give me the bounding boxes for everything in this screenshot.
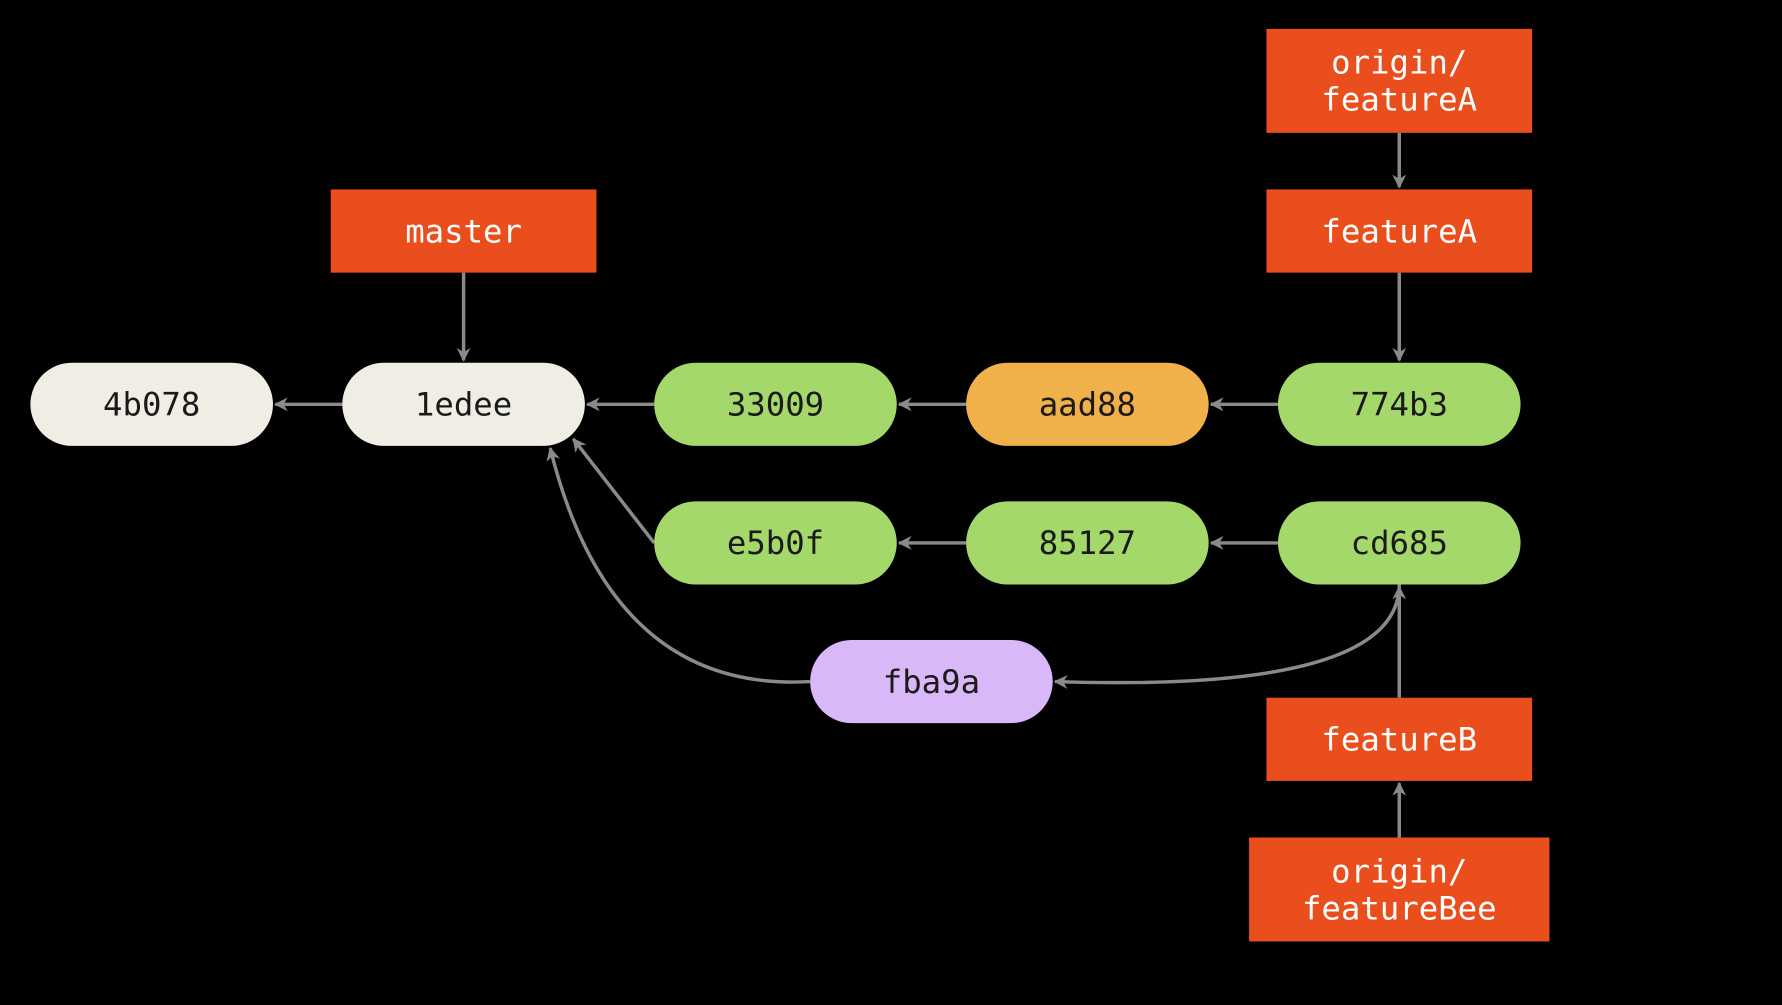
branch-label-origin-featureBee-1: featureBee xyxy=(1302,889,1497,927)
branch-origin-featureBee: origin/featureBee xyxy=(1249,838,1549,942)
branch-label-origin-featureA-0: origin/ xyxy=(1331,44,1467,82)
git-graph-diagram: 4b078 1edee 33009 aad88 774b3 e5b0f 85127 cd685… xyxy=(0,0,1782,1005)
branch-master-box: master xyxy=(331,189,597,272)
nodes-layer: 4b078 1edee 33009 aad88 774b3 e5b0f 85127 cd685… xyxy=(30,363,1520,723)
commit-label-1edee: 1edee xyxy=(415,386,512,424)
branch-label-master-box-0: master xyxy=(405,212,522,250)
commit-label-85127: 85127 xyxy=(1039,524,1136,562)
commit-label-4b078: 4b078 xyxy=(103,386,200,424)
commit-85127: 85127 xyxy=(966,501,1209,584)
branch-featureA-box: featureA xyxy=(1266,189,1532,272)
commit-1edee: 1edee xyxy=(342,363,585,446)
branch-label-featureB-box-0: featureB xyxy=(1321,721,1477,759)
branch-origin-featureA: origin/featureA xyxy=(1266,29,1532,133)
commit-33009: 33009 xyxy=(654,363,897,446)
commit-label-774b3: 774b3 xyxy=(1351,386,1448,424)
commit-label-aad88: aad88 xyxy=(1039,386,1136,424)
commit-cd685: cd685 xyxy=(1278,501,1521,584)
commit-label-cd685: cd685 xyxy=(1351,524,1448,562)
commit-aad88: aad88 xyxy=(966,363,1209,446)
commit-774b3: 774b3 xyxy=(1278,363,1521,446)
branches-layer: origin/featureAfeatureAmasterfeatureBori… xyxy=(331,29,1550,942)
commit-e5b0f: e5b0f xyxy=(654,501,897,584)
branch-label-origin-featureA-1: featureA xyxy=(1321,81,1477,119)
branch-label-origin-featureBee-0: origin/ xyxy=(1331,852,1467,890)
commit-label-e5b0f: e5b0f xyxy=(727,524,824,562)
edge-cd685-to-fba9a xyxy=(1055,585,1399,683)
edge-e5b0f-to-1edee xyxy=(573,439,654,543)
branch-label-featureA-box-0: featureA xyxy=(1321,212,1477,250)
commit-4b078: 4b078 xyxy=(30,363,273,446)
branch-featureB-box: featureB xyxy=(1266,698,1532,781)
commit-label-33009: 33009 xyxy=(727,386,824,424)
commit-fba9a: fba9a xyxy=(810,640,1053,723)
commit-label-fba9a: fba9a xyxy=(883,663,980,701)
